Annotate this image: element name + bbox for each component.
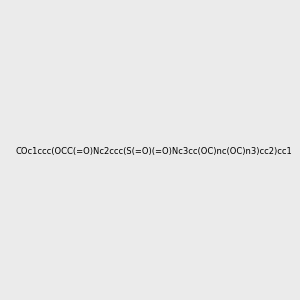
Text: COc1ccc(OCC(=O)Nc2ccc(S(=O)(=O)Nc3cc(OC)nc(OC)n3)cc2)cc1: COc1ccc(OCC(=O)Nc2ccc(S(=O)(=O)Nc3cc(OC)… [15,147,292,156]
